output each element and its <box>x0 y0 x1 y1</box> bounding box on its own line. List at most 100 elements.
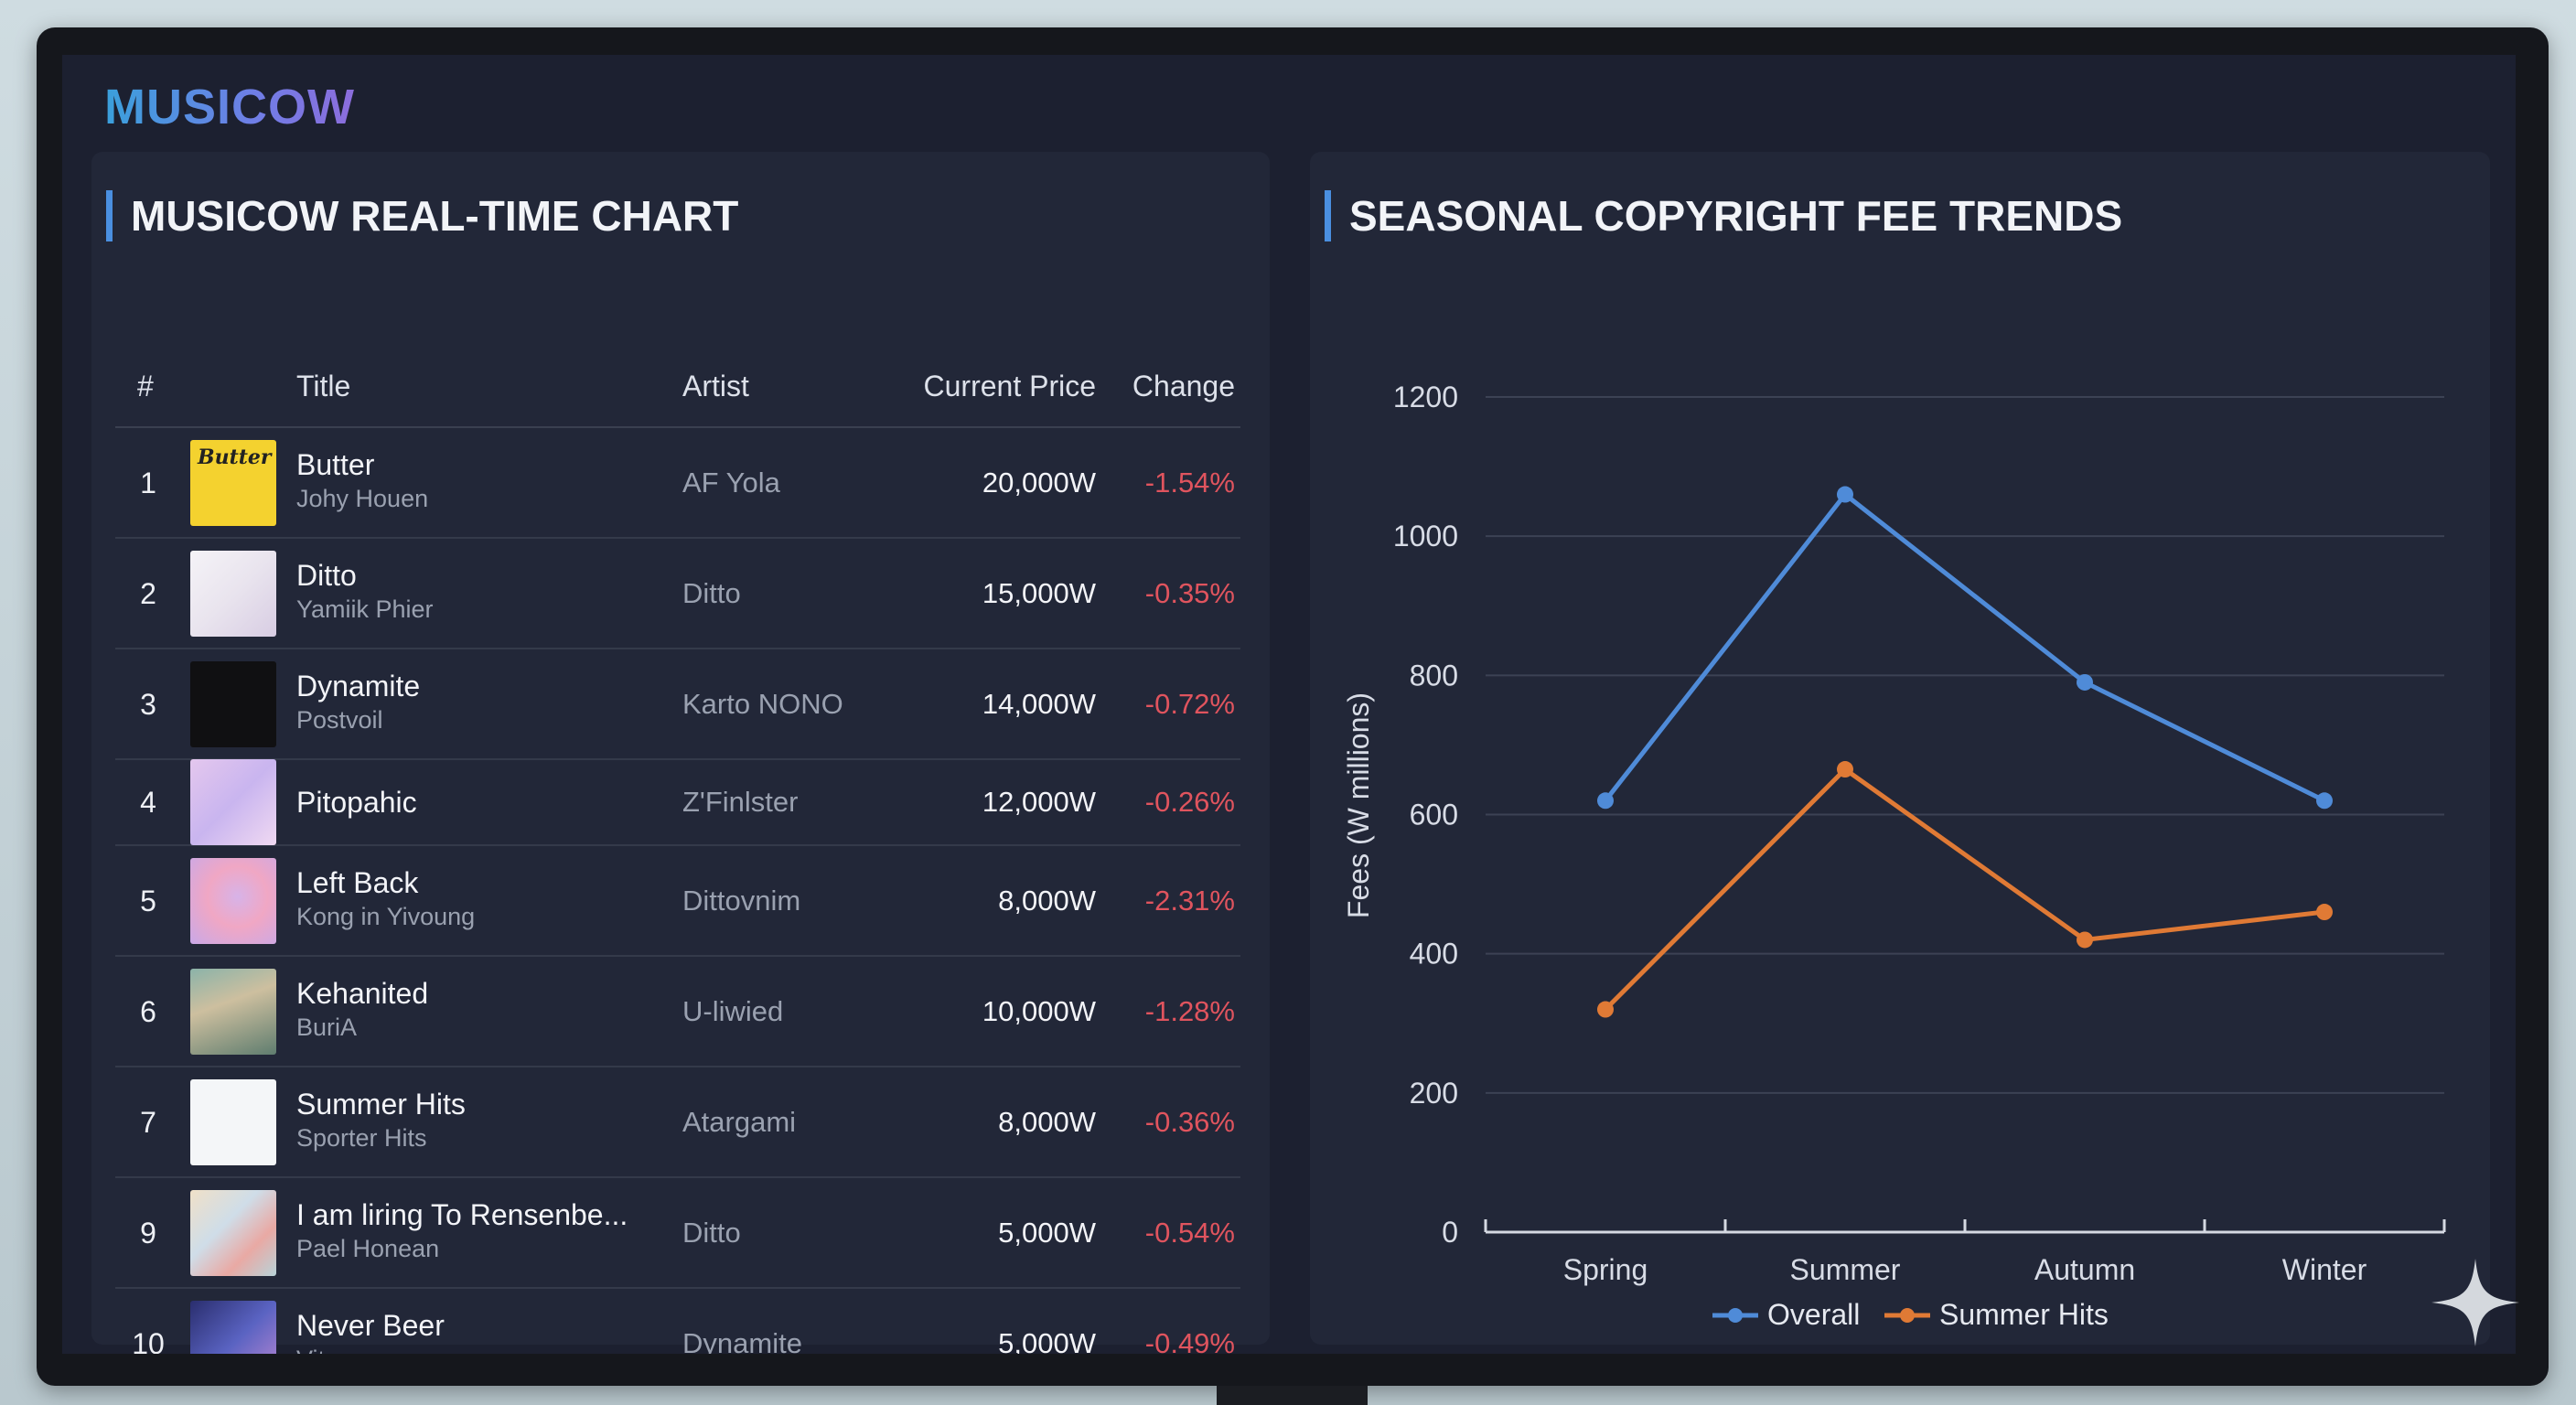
data-point-overall[interactable] <box>1597 792 1614 810</box>
song-title[interactable]: Ditto <box>296 558 357 592</box>
current-price: 5,000W <box>998 1326 1096 1355</box>
brand-logo[interactable]: MUSICOW <box>104 80 355 134</box>
song-title[interactable]: Kehanited <box>296 976 429 1010</box>
song-title[interactable]: Dynamite <box>296 669 421 702</box>
data-point-overall[interactable] <box>2316 792 2333 810</box>
legend-swatch-dot <box>1728 1308 1743 1323</box>
y-tick-label: 400 <box>1410 938 1458 971</box>
price-change: -0.54% <box>1144 1216 1235 1249</box>
song-title[interactable]: Pitopahic <box>296 786 417 819</box>
table-row[interactable]: 10 Never Beer Vitano Dynamite 5,000W -0.… <box>115 1289 1240 1354</box>
table-row[interactable]: 9 I am liring To Rensenbe... Pael Honean… <box>115 1178 1240 1289</box>
legend-swatch-dot <box>1900 1308 1915 1323</box>
x-tick-label: Summer <box>1790 1253 1901 1286</box>
y-tick-label: 1200 <box>1393 381 1458 413</box>
series-line-overall <box>1604 492 2326 803</box>
price-change: -1.54% <box>1144 466 1235 499</box>
current-price: 15,000W <box>982 576 1096 609</box>
current-price: 5,000W <box>998 1216 1096 1249</box>
monitor-stand <box>1217 1386 1368 1405</box>
seasonal-trends-panel: SEASONAL COPYRIGHT FEE TRENDS 0 200 400 600… <box>1310 152 2490 1345</box>
song-subtitle: BuriA <box>296 1013 358 1041</box>
album-thumbnail[interactable] <box>190 857 276 944</box>
x-tick-label: Spring <box>1563 1253 1648 1286</box>
album-thumbnail[interactable] <box>190 759 276 845</box>
data-point-summer-hits[interactable] <box>1837 761 1853 778</box>
header-title[interactable]: Title <box>296 370 351 402</box>
table-header: # Title Artist Current Price Change <box>115 351 1240 428</box>
price-change: -0.72% <box>1144 687 1235 720</box>
current-price: 12,000W <box>982 786 1096 818</box>
price-change: -0.35% <box>1144 576 1235 609</box>
data-point-summer-hits[interactable] <box>2077 931 2093 949</box>
row-rank: 5 <box>140 884 156 917</box>
album-thumbnail[interactable] <box>190 968 276 1055</box>
current-price: 8,000W <box>998 884 1096 917</box>
realtime-chart-table: # Title Artist Current Price Change 1 Bu… <box>115 351 1240 1354</box>
song-artist: U-liwied <box>682 994 784 1027</box>
header-current-price[interactable]: Current Price <box>923 370 1097 402</box>
sparkle-icon <box>2431 1259 2519 1346</box>
price-change: -0.26% <box>1144 786 1235 818</box>
y-tick-label: 1000 <box>1393 520 1458 552</box>
album-thumbnail[interactable] <box>190 1078 276 1165</box>
song-title[interactable]: Summer Hits <box>296 1087 466 1121</box>
row-rank: 6 <box>140 994 156 1028</box>
song-subtitle: Sporter Hits <box>296 1123 427 1152</box>
header-rank[interactable]: # <box>137 370 154 402</box>
song-artist: Atargami <box>682 1105 797 1138</box>
table-row[interactable]: 2 Ditto Yamiik Phier Ditto 15,000W -0.35… <box>115 539 1240 649</box>
series-line-summer-hits <box>1604 767 2325 1012</box>
y-tick-label: 800 <box>1410 659 1458 692</box>
row-rank: 9 <box>140 1216 156 1249</box>
current-price: 14,000W <box>982 687 1096 720</box>
realtime-chart-title: MUSICOW REAL-TIME CHART <box>106 190 738 241</box>
song-subtitle: Postvoil <box>296 705 383 734</box>
table-row[interactable]: 6 Kehanited BuriA U-liwied 10,000W -1.28… <box>115 957 1240 1067</box>
legend-item[interactable]: Summer Hits <box>1939 1298 2109 1331</box>
dashboard-screen: MUSICOW MUSICOW REAL-TIME CHART # Title … <box>62 55 2516 1354</box>
current-price: 20,000W <box>982 466 1096 499</box>
song-artist: Dittovnim <box>682 884 801 917</box>
song-subtitle: Johy Houen <box>296 484 429 512</box>
album-thumbnail[interactable]: Butter <box>190 439 276 526</box>
album-thumbnail[interactable] <box>190 1300 276 1354</box>
current-price: 8,000W <box>998 1105 1096 1138</box>
song-title[interactable]: Never Beer <box>296 1308 445 1342</box>
data-point-overall[interactable] <box>2077 673 2093 691</box>
row-rank: 10 <box>132 1326 165 1355</box>
y-tick-label: 0 <box>1442 1216 1458 1249</box>
table-row[interactable]: 5 Left Back Kong in Yivoung Dittovnim 8,… <box>115 846 1240 957</box>
legend-item[interactable]: Overall <box>1767 1298 1860 1331</box>
price-change: -0.49% <box>1144 1326 1235 1355</box>
table-row[interactable]: 4 Pitopahic Z'Finlster 12,000W -0.26% <box>115 759 1240 846</box>
row-rank: 4 <box>140 786 156 819</box>
table-row[interactable]: 7 Summer Hits Sporter Hits Atargami 8,00… <box>115 1067 1240 1178</box>
y-axis-label: Fees (W millions) <box>1342 692 1375 918</box>
row-rank: 1 <box>140 466 156 499</box>
header-change[interactable]: Change <box>1132 370 1235 402</box>
price-change: -1.28% <box>1144 994 1235 1027</box>
header-artist[interactable]: Artist <box>682 370 749 402</box>
song-title[interactable]: I am liring To Rensenbe... <box>296 1197 628 1231</box>
album-thumbnail[interactable] <box>190 550 276 637</box>
album-thumbnail[interactable] <box>190 1189 276 1276</box>
song-subtitle: Vitano <box>296 1346 366 1355</box>
data-point-overall[interactable] <box>1837 486 1853 503</box>
data-point-summer-hits[interactable] <box>2316 904 2333 921</box>
seasonal-trends-title: SEASONAL COPYRIGHT FEE TRENDS <box>1325 190 2122 241</box>
song-title[interactable]: Left Back <box>296 865 419 899</box>
row-rank: 7 <box>140 1105 156 1139</box>
realtime-chart-panel: MUSICOW REAL-TIME CHART # Title Artist C… <box>91 152 1270 1354</box>
table-body: 1 Butter Butter Johy Houen AF Yola 20,00… <box>115 428 1240 1354</box>
table-row[interactable]: 3 Dynamite Postvoil Karto NONO 14,000W -… <box>115 649 1240 760</box>
data-point-summer-hits[interactable] <box>1597 1001 1614 1018</box>
album-thumbnail-text: Butter <box>198 445 272 469</box>
song-title[interactable]: Butter <box>296 447 375 481</box>
current-price: 10,000W <box>982 994 1096 1027</box>
album-thumbnail[interactable] <box>190 660 276 747</box>
table-row[interactable]: 1 Butter Butter Johy Houen AF Yola 20,00… <box>115 428 1240 539</box>
y-tick-label: 600 <box>1410 799 1458 831</box>
y-tick-label: 200 <box>1410 1077 1458 1110</box>
song-subtitle: Kong in Yivoung <box>296 902 476 930</box>
